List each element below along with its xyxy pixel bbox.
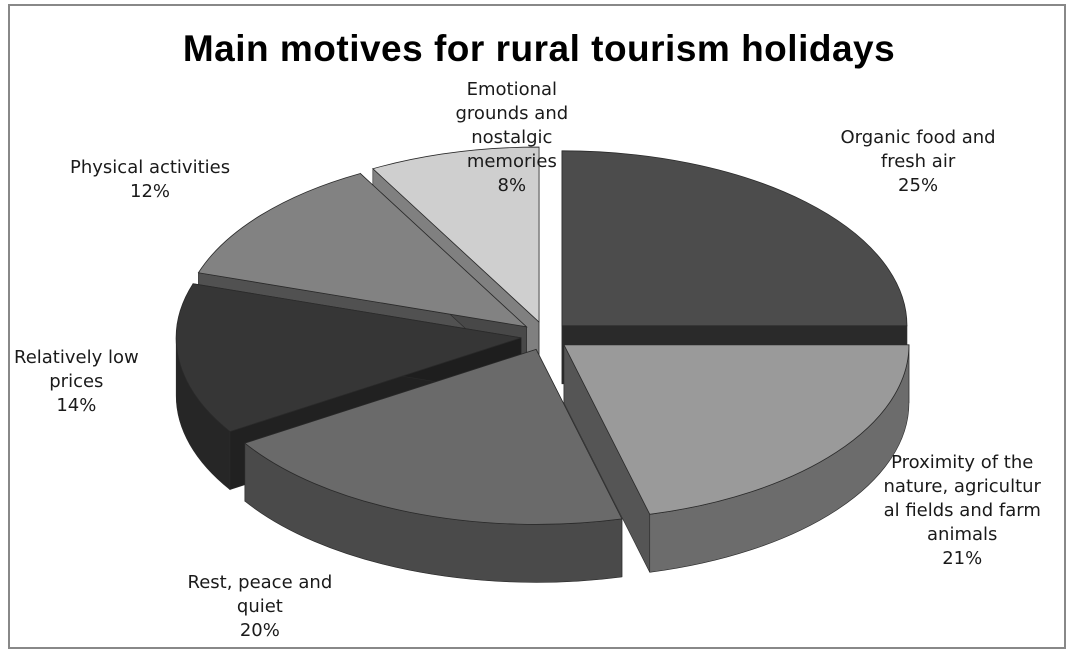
slice-top-face: [563, 344, 910, 515]
slice-label-line: animals: [927, 524, 998, 545]
slice-label-line: al fields and farm: [883, 500, 1041, 521]
slice-label-line: Rest, peace and: [187, 572, 333, 593]
slice-label-line: Emotional: [466, 79, 558, 100]
slice-top-face: [244, 348, 623, 525]
slice-label-line: fresh air: [880, 151, 956, 172]
slice-label-line: quiet: [236, 596, 283, 617]
slice-label-line: prices: [49, 371, 104, 392]
slice-value-label: 12%: [130, 181, 171, 202]
chart-title: Main motives for rural tourism holidays: [182, 28, 896, 69]
slice-top-face: [561, 150, 908, 327]
slice-label-5: Physical activities 12%: [70, 156, 230, 204]
slice-value-label: 21%: [942, 548, 983, 569]
slice-label-line: Proximity of the: [891, 452, 1034, 473]
slice-value-label: 8%: [497, 175, 527, 196]
pie-chart: [175, 146, 910, 583]
slice-top-face: [197, 173, 528, 328]
slice-value-label: 25%: [898, 175, 939, 196]
slice-label-line: Physical activities: [70, 157, 231, 178]
slice-label-6: Emotional grounds and nostalgic memories 8%: [456, 78, 569, 198]
slice-label-4: Relatively low prices 14%: [14, 346, 139, 418]
slice-label-line: memories: [466, 151, 557, 172]
slice-value-label: 20%: [239, 620, 280, 641]
slice-label-2: Proximity of the nature, agricultur al fie…: [884, 451, 1041, 571]
slice-label-1: Organic food and fresh air 25%: [841, 126, 996, 198]
slice-label-line: nostalgic: [471, 127, 553, 148]
slice-top-face: [175, 283, 522, 433]
slice-label-3: Rest, peace and quiet 20%: [188, 571, 333, 643]
pie-slice-2: [563, 344, 910, 573]
pie-slice-3: [244, 348, 623, 583]
slice-label-line: Relatively low: [14, 347, 139, 368]
chart-frame: Main motives for rural tourism holidays …: [8, 4, 1066, 649]
slice-value-label: 14%: [56, 395, 97, 416]
slice-label-line: Organic food and: [840, 127, 996, 148]
slice-top-face: [372, 146, 540, 323]
slice-label-line: grounds and: [455, 103, 569, 124]
slice-label-line: nature, agricultur: [883, 476, 1041, 497]
